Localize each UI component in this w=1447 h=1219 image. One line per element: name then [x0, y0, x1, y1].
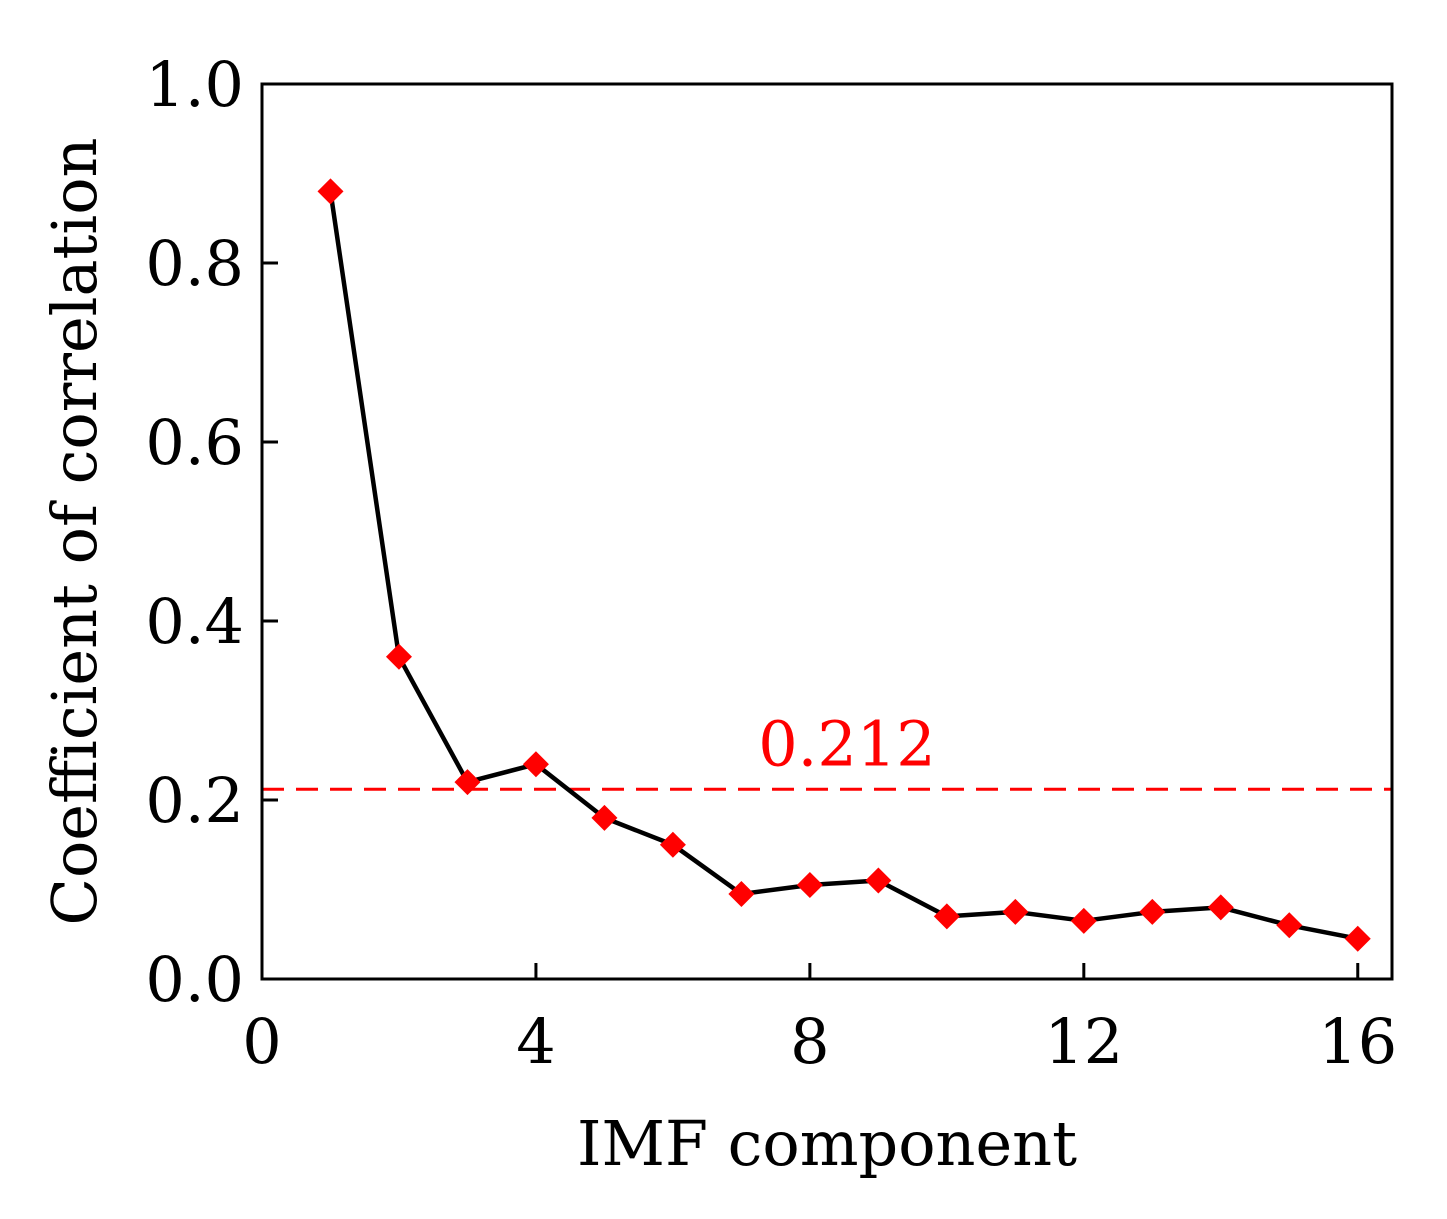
data-point-marker: [865, 867, 892, 894]
data-point-marker: [796, 872, 823, 899]
y-tick-label: 1.0: [145, 48, 244, 121]
y-tick-label: 0.8: [145, 227, 244, 300]
y-tick-label: 0.4: [145, 585, 244, 658]
y-tick-label: 0.2: [145, 764, 244, 837]
data-point-marker: [522, 751, 549, 778]
data-point-marker: [1070, 907, 1097, 934]
x-tick-label: 0: [242, 1005, 281, 1078]
x-tick-label: 12: [1044, 1005, 1123, 1078]
series-line: [328, 191, 1359, 941]
data-point-marker: [317, 178, 344, 205]
data-point-marker: [385, 643, 412, 670]
ticks-layer: 0 4 8 12 16 0.0 0.2 0.4 0.6 0.8 1.0: [145, 48, 1397, 1078]
data-point-marker: [933, 903, 960, 930]
x-axis-label: IMF component: [577, 1107, 1077, 1180]
y-axis-label: Coefficient of correlation: [38, 138, 111, 926]
y-tick-label: 0.6: [145, 406, 244, 479]
data-point-marker: [659, 831, 686, 858]
data-point-marker: [1344, 925, 1371, 952]
data-point-marker: [1139, 898, 1166, 925]
data-point-marker: [1207, 894, 1234, 921]
data-point-marker: [454, 769, 481, 796]
series-layer: [317, 178, 1371, 952]
axes-layer: [260, 82, 1394, 981]
plot-frame: [260, 82, 1394, 981]
data-point-marker: [1002, 898, 1029, 925]
x-tick-label: 8: [790, 1005, 829, 1078]
x-tick-label: 16: [1318, 1005, 1397, 1078]
data-point-marker: [591, 804, 618, 831]
data-point-marker: [1276, 912, 1303, 939]
y-tick-label: 0.0: [145, 943, 244, 1016]
x-tick-label: 4: [516, 1005, 555, 1078]
threshold-label: 0.212: [758, 707, 936, 780]
data-point-marker: [728, 880, 755, 907]
